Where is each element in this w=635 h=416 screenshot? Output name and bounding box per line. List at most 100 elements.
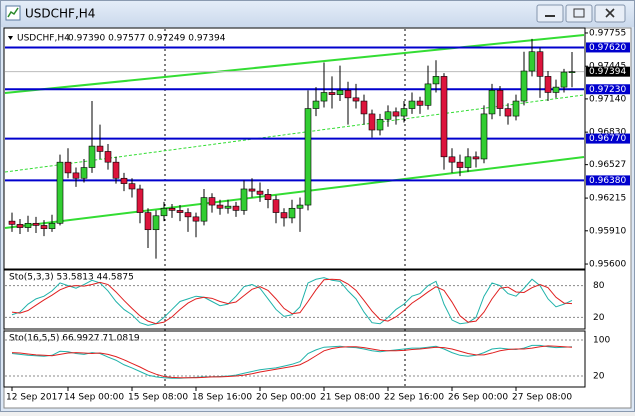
candle-body xyxy=(264,194,272,200)
candle-body xyxy=(408,100,416,109)
candle-body xyxy=(336,90,344,95)
candle-body xyxy=(512,100,520,117)
candle-body xyxy=(56,161,64,224)
candle-body xyxy=(232,205,240,211)
trendline xyxy=(4,156,585,229)
close-button[interactable] xyxy=(594,4,626,23)
candle-body xyxy=(96,145,104,152)
candle-body xyxy=(520,70,528,102)
y-tick-label: 80 xyxy=(593,281,605,291)
stochastic-panel xyxy=(3,330,586,388)
candle-body xyxy=(8,220,16,225)
restore-button[interactable] xyxy=(565,4,593,23)
y-tick-label: 0.96215 xyxy=(589,194,626,204)
level-label: 0.97230 xyxy=(589,85,626,95)
candle-body xyxy=(200,197,208,222)
candle-body xyxy=(288,207,296,219)
candle-body xyxy=(544,76,552,93)
candle-body xyxy=(296,204,304,209)
candle-body xyxy=(312,100,320,109)
candle-body xyxy=(552,86,560,93)
level-label: 0.96380 xyxy=(589,176,626,186)
candle-body xyxy=(240,188,248,211)
price-tag xyxy=(586,66,630,77)
x-tick-label: 22 Sep 16:00 xyxy=(384,393,444,403)
candle-body xyxy=(568,71,576,73)
level-label: 0.97620 xyxy=(589,43,626,53)
candle-body xyxy=(464,156,472,168)
indicator-line xyxy=(11,277,573,326)
candle-body xyxy=(224,205,232,209)
candle-body xyxy=(248,188,256,192)
header-triangle xyxy=(8,36,13,40)
candle-body xyxy=(120,177,128,184)
y-tick-label: 0.97140 xyxy=(589,94,626,104)
candle-body xyxy=(88,145,96,168)
current-price-label: 0.97394 xyxy=(589,67,626,77)
candle-body xyxy=(80,167,88,179)
candle-body xyxy=(40,225,48,229)
indicator-label: Sto(16,5,5) 66.9927 71.0819 xyxy=(9,334,140,344)
title-bar xyxy=(1,1,634,27)
y-tick-label: 100 xyxy=(593,336,610,346)
candle-body xyxy=(488,90,496,115)
indicator-line xyxy=(11,345,573,379)
ohlc-info: 0.97390 0.97577 0.97249 0.97394 xyxy=(68,34,226,44)
minimize-button[interactable] xyxy=(536,4,564,23)
level-tag xyxy=(586,42,630,53)
candle-body xyxy=(320,92,328,102)
x-tick-label: 12 Sep 2017 xyxy=(6,393,63,403)
candle-body xyxy=(72,172,80,179)
level-tag xyxy=(586,133,630,144)
y-tick-label: 20 xyxy=(593,372,605,382)
y-tick-label: 0.96527 xyxy=(589,160,626,170)
candle-body xyxy=(424,83,432,106)
candle-body xyxy=(304,108,312,206)
candle-body xyxy=(448,156,456,163)
candle-body xyxy=(360,100,368,115)
candle-body xyxy=(504,108,512,117)
candle-body xyxy=(152,215,160,231)
candle-body xyxy=(272,199,280,213)
level-tag xyxy=(586,175,630,186)
candle-body xyxy=(24,222,32,228)
x-tick-label: 20 Sep 00:00 xyxy=(256,393,316,403)
x-tick-label: 26 Sep 00:00 xyxy=(448,393,508,403)
candle-body xyxy=(16,224,24,228)
indicator-line xyxy=(11,278,573,325)
candle-body xyxy=(536,51,544,77)
candle-body xyxy=(496,90,504,109)
candle-body xyxy=(376,118,384,131)
y-tick-label: 20 xyxy=(593,313,605,323)
x-tick-label: 15 Sep 08:00 xyxy=(128,393,188,403)
candle-body xyxy=(560,71,568,88)
candle-body xyxy=(256,190,264,195)
window-icon xyxy=(5,5,21,21)
candle-body xyxy=(216,204,224,209)
y-tick-label: 0.95600 xyxy=(589,260,626,270)
level-label: 0.96770 xyxy=(589,134,626,144)
candle-body xyxy=(400,108,408,117)
window-title: USDCHF,H4 xyxy=(25,7,95,21)
candle-body xyxy=(136,188,144,213)
x-tick-label: 27 Sep 08:00 xyxy=(512,393,572,403)
candle-body xyxy=(184,212,192,218)
indicator-label: Sto(5,3,3) 53.5813 44.5875 xyxy=(9,273,134,283)
candle-body xyxy=(144,212,152,231)
candle-body xyxy=(48,222,56,229)
candle-body xyxy=(160,207,168,217)
candle-body xyxy=(64,161,72,174)
y-tick-label: 0.95910 xyxy=(589,226,626,236)
candle-body xyxy=(328,92,336,95)
x-tick-label: 21 Sep 08:00 xyxy=(320,393,380,403)
candle-body xyxy=(128,183,136,190)
candle-body xyxy=(432,76,440,85)
candle-body xyxy=(472,156,480,160)
candle-body xyxy=(344,90,352,99)
main-panel xyxy=(3,27,586,270)
candle-body xyxy=(280,212,288,219)
trendline xyxy=(4,94,585,173)
candle-body xyxy=(384,111,392,120)
candle-body xyxy=(112,161,120,179)
